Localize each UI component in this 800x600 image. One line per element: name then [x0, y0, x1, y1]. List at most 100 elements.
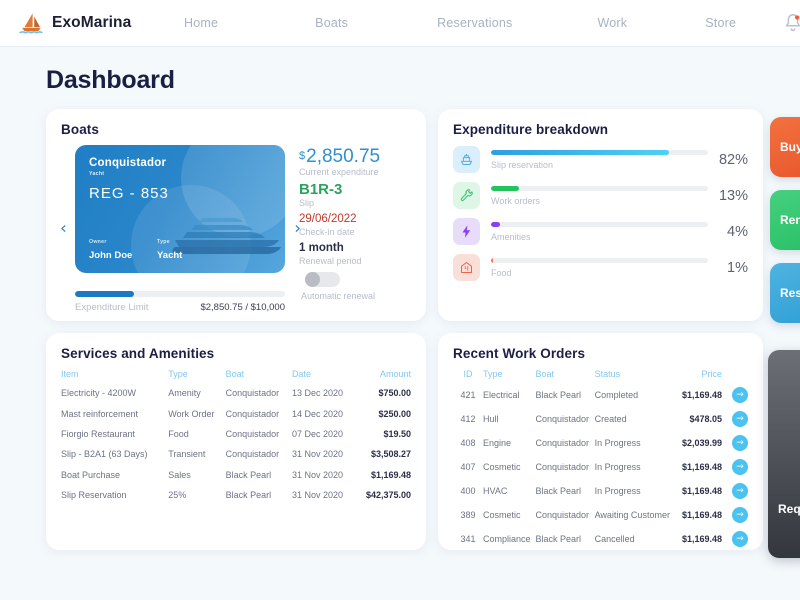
- column-header: Date: [291, 369, 311, 379]
- boat-type-value: Yacht: [157, 250, 183, 261]
- table-cell: $1,169.48: [370, 469, 411, 480]
- arrow-right-icon[interactable]: →: [732, 411, 748, 427]
- table-row[interactable]: Slip - B2A1 (63 Days) Transient Conquistad…: [61, 444, 411, 464]
- column-header: Status: [594, 369, 621, 379]
- table-cell: $1,169.48: [681, 510, 722, 520]
- table-row[interactable]: 341 Compliance Black Pearl Cancelled $1,169.…: [453, 527, 748, 551]
- table-cell: 07 Dec 2020: [291, 428, 343, 439]
- arrow-right-icon[interactable]: →: [732, 435, 748, 451]
- table-cell: Conquistador: [535, 462, 590, 472]
- table-cell: 25%: [168, 490, 187, 501]
- expenditure-row-percent: 4%: [727, 223, 748, 240]
- wrench-icon: [453, 182, 480, 209]
- expenditure-row-fill: [491, 149, 669, 155]
- arrow-right-icon[interactable]: →: [732, 483, 748, 499]
- rent-button[interactable]: Rent: [770, 190, 800, 250]
- table-cell-action: →: [722, 479, 748, 503]
- table-cell: $19.50: [383, 428, 411, 439]
- main-nav: Home Boats Reservations Work Store: [168, 16, 800, 30]
- nav-item-reservations[interactable]: Reservations: [437, 16, 513, 30]
- expenditure-row-label: Work orders: [491, 195, 540, 206]
- table-cell: Conquistador: [225, 408, 280, 419]
- expenditure-row-percent: 82%: [718, 151, 748, 168]
- expenditure-limit: Expenditure Limit $2,850.75 / $10,000: [75, 291, 285, 313]
- table-row[interactable]: Slip Reservation 25% Black Pearl 31 Nov 202…: [61, 485, 411, 505]
- services-and-amenities-card: Services and Amenities Item Type Boat Date A…: [46, 333, 426, 550]
- table-cell-action: →: [722, 503, 748, 527]
- table-row[interactable]: 421 Electrical Black Pearl Completed $1,169.…: [453, 383, 748, 407]
- slip-value: B1R-3: [299, 180, 343, 198]
- currency-symbol: $: [299, 150, 306, 162]
- recent-work-orders-card: Recent Work Orders ID Type Boat Status Price…: [438, 333, 763, 550]
- boats-card: Boats ‹ › Conquistador Yacht: [46, 109, 426, 321]
- toggle-knob: [305, 272, 320, 288]
- automatic-renewal-toggle[interactable]: [305, 272, 340, 288]
- expenditure-row-label: Amenities: [491, 231, 531, 242]
- expenditure-row-label: Food: [491, 267, 512, 278]
- nav-item-boats[interactable]: Boats: [315, 16, 349, 30]
- buy-button[interactable]: Buy: [770, 117, 800, 177]
- table-row[interactable]: Mast reinforcement Work Order Conquistador…: [61, 403, 411, 423]
- table-row[interactable]: 400 HVAC Black Pearl In Progress $1,169.48 →: [453, 479, 748, 503]
- table-cell: 408: [460, 438, 476, 448]
- table-row[interactable]: 407 Cosmetic Conquistador In Progress $1,169…: [453, 455, 748, 479]
- table-row[interactable]: Boat Purchase Sales Black Pearl 31 Nov 2020…: [61, 465, 411, 485]
- table-cell: In Progress: [594, 462, 641, 472]
- nav-item-store[interactable]: Store: [705, 16, 737, 30]
- column-header: Item: [61, 369, 79, 379]
- renewal-period-caption: Renewal period: [299, 256, 362, 267]
- table-cell-action: →: [722, 527, 748, 551]
- services-table-head: Item Type Boat Date Amount: [61, 366, 411, 383]
- expenditure-row-body: Food: [491, 257, 708, 278]
- table-cell: HVAC: [483, 486, 508, 496]
- table-cell: Completed: [594, 390, 639, 400]
- nav-item-work[interactable]: Work: [597, 16, 628, 30]
- table-cell: Conquistador: [535, 414, 590, 424]
- table-cell: Fiorgio Restaurant: [61, 428, 136, 439]
- brand-name: ExoMarina: [52, 14, 132, 31]
- table-row[interactable]: Fiorgio Restaurant Food Conquistador 07 Dec…: [61, 424, 411, 444]
- expenditure-row-fill: [491, 257, 494, 263]
- table-cell: Amenity: [168, 388, 201, 399]
- brand[interactable]: ExoMarina: [0, 10, 168, 36]
- table-cell: Black Pearl: [535, 486, 581, 496]
- carousel-prev-icon[interactable]: ‹: [60, 218, 67, 239]
- table-cell: 400: [460, 486, 476, 496]
- arrow-right-icon[interactable]: →: [732, 387, 748, 403]
- table-cell: Conquistador: [225, 449, 280, 460]
- table-cell-action: →: [722, 431, 748, 455]
- table-cell: Conquistador: [225, 428, 280, 439]
- boat-tile[interactable]: Conquistador Yacht REG - 853 Owner John …: [75, 145, 285, 273]
- table-cell: Engine: [483, 438, 512, 448]
- arrow-right-icon[interactable]: →: [732, 507, 748, 523]
- automatic-renewal-caption: Automatic renewal: [301, 291, 376, 302]
- expenditure-card-title: Expenditure breakdown: [453, 122, 609, 137]
- arrow-right-icon[interactable]: →: [732, 531, 748, 547]
- expenditure-row-percent: 13%: [718, 187, 748, 204]
- boats-card-title: Boats: [61, 122, 100, 137]
- request-panel[interactable]: Request: [768, 350, 800, 558]
- bell-icon[interactable]: [782, 12, 800, 34]
- column-header: Boat: [225, 369, 245, 379]
- expenditure-row-track: [491, 185, 708, 191]
- table-row[interactable]: 408 Engine Conquistador In Progress $2,039.9…: [453, 431, 748, 455]
- checkin-date-value: 29/06/2022: [299, 213, 357, 226]
- boat-registration: REG - 853: [89, 185, 169, 202]
- boat-carousel: ‹ › Conquistador Yacht REG - 853 O: [60, 145, 301, 313]
- expenditure-row-track: [491, 257, 708, 263]
- expenditure-breakdown-card: Expenditure breakdown Slip reservation 82…: [438, 109, 763, 321]
- table-cell: Electrical: [483, 390, 520, 400]
- table-cell: Conquistador: [535, 510, 590, 520]
- arrow-right-icon[interactable]: →: [732, 459, 748, 475]
- table-cell: 341: [460, 534, 476, 544]
- reserve-button[interactable]: Reserve: [770, 263, 800, 323]
- column-header: Type: [483, 369, 503, 379]
- expenditure-row: Amenities 4%: [453, 218, 748, 245]
- table-row[interactable]: Electricity - 4200W Amenity Conquistador 13…: [61, 383, 411, 403]
- services-card-title: Services and Amenities: [61, 346, 215, 361]
- current-expenditure-value: $2,850.75: [299, 147, 411, 167]
- table-row[interactable]: 412 Hull Conquistador Created $478.05 →: [453, 407, 748, 431]
- nav-item-home[interactable]: Home: [184, 16, 219, 30]
- table-row[interactable]: 389 Cosmetic Conquistador Awaiting Customer…: [453, 503, 748, 527]
- carousel-next-icon[interactable]: ›: [294, 218, 301, 239]
